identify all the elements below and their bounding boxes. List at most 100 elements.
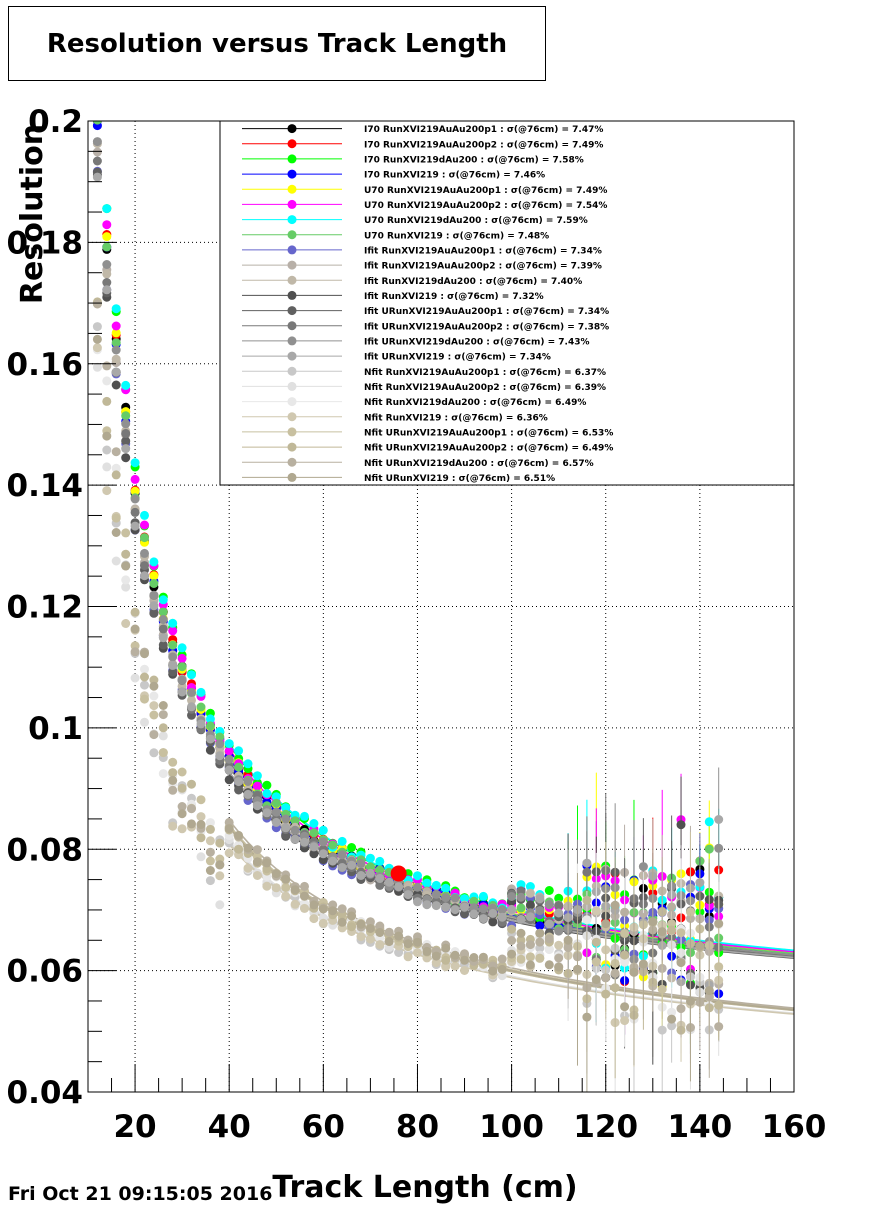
- data-point: [657, 984, 667, 994]
- data-point: [365, 917, 375, 927]
- data-point: [431, 958, 441, 968]
- data-point: [121, 582, 131, 592]
- data-point: [328, 856, 338, 866]
- data-point: [384, 927, 394, 937]
- data-point: [149, 748, 159, 758]
- data-point: [205, 856, 215, 866]
- data-point: [460, 894, 469, 904]
- data-point: [309, 849, 319, 859]
- legend-marker: [287, 215, 297, 225]
- data-point: [516, 954, 526, 964]
- data-point: [450, 961, 460, 971]
- data-point: [111, 338, 121, 348]
- data-point: [224, 848, 234, 858]
- data-point: [158, 731, 168, 741]
- data-point: [121, 561, 131, 571]
- data-point: [657, 1025, 667, 1035]
- data-point: [158, 595, 168, 605]
- data-point: [177, 824, 187, 834]
- data-point: [92, 362, 102, 372]
- data-point: [158, 701, 168, 710]
- data-point: [384, 877, 394, 887]
- data-point: [441, 902, 451, 912]
- data-point: [356, 919, 366, 929]
- data-point: [347, 860, 357, 870]
- legend-label: Ifit RunXVI219AuAu200p2 : σ(@76cm) = 7.3…: [364, 262, 602, 272]
- data-point: [158, 633, 168, 643]
- data-point: [177, 802, 187, 811]
- data-point: [111, 528, 121, 537]
- data-point: [196, 812, 206, 822]
- x-tick-label: 120: [573, 1109, 638, 1145]
- data-point: [168, 618, 178, 628]
- data-point: [140, 561, 149, 571]
- legend-marker: [287, 442, 297, 452]
- data-point: [422, 878, 432, 888]
- data-point: [140, 571, 149, 581]
- data-point: [394, 931, 404, 941]
- data-point: [140, 664, 149, 674]
- data-point: [620, 929, 630, 938]
- data-point: [591, 957, 601, 967]
- data-point: [262, 780, 272, 790]
- data-point: [318, 825, 328, 835]
- data-point: [187, 819, 196, 829]
- data-point: [497, 964, 507, 974]
- data-point: [224, 817, 234, 827]
- data-point: [252, 801, 262, 811]
- data-point: [337, 863, 347, 872]
- data-point: [290, 816, 300, 826]
- data-point: [234, 844, 244, 854]
- data-point: [441, 955, 451, 965]
- data-point: [356, 871, 366, 880]
- data-point: [413, 882, 422, 892]
- data-point: [309, 900, 319, 910]
- data-point: [93, 73, 102, 82]
- data-point: [337, 836, 347, 846]
- data-point: [516, 880, 526, 890]
- data-point: [610, 983, 620, 993]
- data-point: [460, 949, 469, 959]
- data-point: [450, 950, 460, 960]
- data-point: [140, 717, 149, 727]
- data-point: [243, 759, 253, 769]
- data-point: [667, 925, 677, 935]
- data-point: [130, 647, 140, 657]
- data-point: [431, 880, 441, 890]
- data-point: [413, 871, 422, 881]
- data-point: [563, 935, 573, 945]
- data-point: [413, 937, 422, 947]
- data-point: [92, 299, 102, 309]
- data-point: [140, 672, 149, 682]
- data-point: [158, 723, 168, 733]
- data-point: [149, 675, 159, 685]
- data-point: [262, 808, 272, 818]
- data-point: [290, 825, 300, 835]
- legend-label: Nfit URunXVI219dAu200 : σ(@76cm) = 6.57%: [364, 459, 594, 469]
- data-point: [121, 575, 131, 585]
- data-point: [356, 859, 366, 868]
- data-point: [318, 849, 328, 859]
- data-point: [281, 891, 291, 901]
- data-point: [290, 834, 300, 844]
- data-point: [196, 719, 206, 729]
- data-point: [460, 902, 469, 912]
- legend-label: U70 RunXVI219dAu200 : σ(@76cm) = 7.59%: [364, 216, 588, 226]
- data-point: [130, 507, 140, 517]
- data-point: [347, 843, 357, 852]
- data-point: [620, 950, 630, 960]
- data-point: [554, 893, 564, 903]
- data-point: [667, 1014, 677, 1024]
- data-point: [525, 940, 535, 950]
- data-point: [205, 745, 215, 755]
- data-point: [92, 137, 102, 147]
- data-point: [281, 883, 291, 892]
- data-point: [620, 1002, 630, 1012]
- data-point: [121, 619, 131, 628]
- data-point: [234, 830, 244, 840]
- data-point: [337, 917, 347, 927]
- data-point: [413, 897, 422, 907]
- data-point: [168, 660, 178, 670]
- data-point: [554, 940, 564, 950]
- data-point: [130, 673, 140, 683]
